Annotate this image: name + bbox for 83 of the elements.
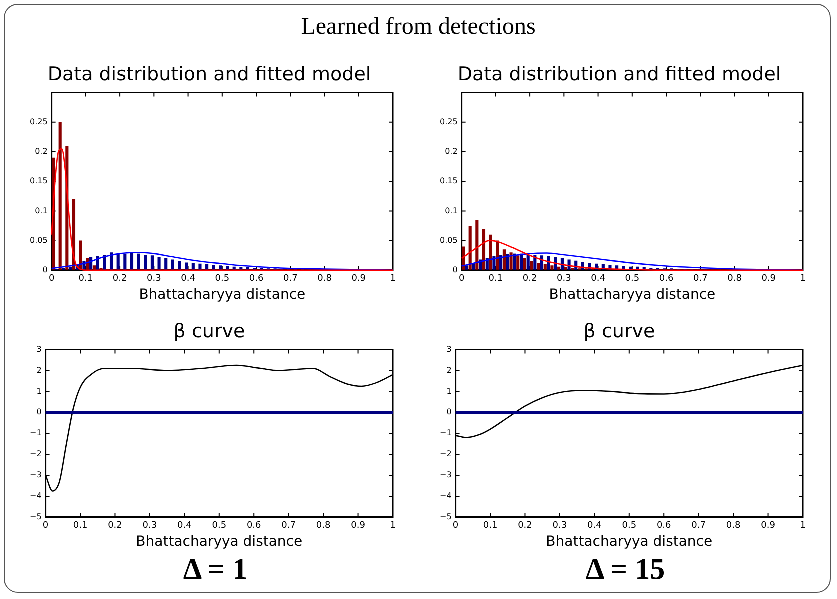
y-tick-label: 0.05: [30, 236, 48, 245]
text: Learned from detections: [300, 14, 537, 41]
x-tick-label: 0.7: [283, 274, 298, 284]
x-tick-label: 0.2: [112, 274, 128, 284]
y-tick-label: −1: [30, 428, 42, 438]
x-tick-label: 0.5: [622, 521, 637, 532]
x-tick-label: 0.3: [142, 521, 158, 532]
y-tick-label: 0.2: [35, 147, 48, 156]
x-tick-label: 0.8: [728, 274, 742, 284]
text: Δ = 15: [584, 553, 666, 587]
x-tick-label: 0.9: [761, 521, 776, 532]
y-tick-label: 0: [446, 408, 452, 417]
x-tick-label: 0.6: [246, 521, 262, 532]
x-tick-label: 1: [390, 274, 396, 284]
x-tick-label: 0.2: [522, 274, 538, 284]
x-tick-label: 0.1: [488, 274, 504, 284]
x-tick-label: 0.2: [518, 521, 532, 532]
y-tick-label: 0.25: [440, 117, 458, 126]
x-tick-label: 0.9: [352, 274, 366, 284]
y-tick-label: 0: [36, 408, 42, 417]
x-tick-label: 0: [48, 274, 55, 284]
y-tick-label: 0.1: [35, 206, 48, 216]
chart-title: β curve: [584, 320, 656, 342]
x-tick-label: 0.1: [73, 521, 88, 532]
y-tick-label: −3: [440, 470, 452, 480]
y-tick-label: −4: [30, 492, 42, 501]
y-tick-label: −2: [30, 450, 42, 459]
y-tick-label: 1: [36, 386, 42, 396]
x-tick-label: 0.7: [692, 521, 706, 532]
y-tick-label: 2: [446, 366, 452, 375]
y-tick-label: −3: [30, 470, 42, 480]
x-tick-label: 0: [458, 274, 465, 284]
x-tick-label: 0.5: [625, 274, 640, 284]
y-tick-label: −5: [30, 512, 42, 522]
x-tick-label: 1: [390, 521, 396, 532]
y-tick-label: −4: [440, 492, 452, 501]
y-tick-label: −1: [440, 428, 452, 438]
x-tick-label: 0.6: [659, 274, 674, 284]
x-tick-label: 0.7: [693, 274, 708, 284]
y-tick-label: 3: [36, 344, 42, 354]
x-tick-label: 0.3: [147, 274, 162, 284]
x-tick-label: 0.9: [762, 274, 776, 284]
x-tick-label: 0.9: [351, 521, 366, 532]
x-tick-label: 0.5: [212, 521, 227, 532]
x-tick-label: 0.5: [215, 274, 230, 284]
x-tick-label: 0.3: [557, 274, 572, 284]
x-tick-label: 0.3: [552, 521, 568, 532]
x-tick-label: 0.1: [78, 274, 94, 284]
y-tick-label: 0.05: [440, 236, 458, 245]
y-tick-label: 0.15: [30, 176, 48, 186]
x-tick-label: 0.4: [178, 521, 192, 532]
y-tick-label: −2: [440, 450, 452, 459]
x-tick-label: 0.6: [656, 521, 672, 532]
x-tick-label: 0.2: [108, 521, 122, 532]
x-tick-label: 0.4: [588, 521, 602, 532]
chart-title: β curve: [174, 320, 246, 342]
text: Δ = 1: [182, 553, 249, 587]
y-tick-label: 0.2: [445, 147, 458, 156]
x-axis-title: Bhattacharyya distance: [546, 534, 713, 550]
y-tick-label: 0: [452, 265, 458, 274]
x-tick-label: 0.7: [282, 521, 296, 532]
x-axis-title: Bhattacharyya distance: [549, 287, 716, 304]
x-tick-label: 0.1: [483, 521, 498, 532]
x-axis-title: Bhattacharyya distance: [136, 534, 303, 550]
x-tick-label: 1: [800, 521, 806, 532]
x-tick-label: 0.4: [591, 274, 606, 284]
x-tick-label: 0.8: [318, 274, 332, 284]
x-tick-label: 0.8: [316, 521, 331, 532]
y-tick-label: 1: [446, 386, 452, 396]
chart-title: Data distribution and fitted model: [458, 63, 782, 86]
y-tick-label: 0: [42, 265, 48, 274]
x-tick-label: 1: [800, 274, 806, 284]
x-tick-label: 0.4: [181, 274, 196, 284]
y-tick-label: 2: [36, 366, 42, 375]
y-tick-label: 0.1: [445, 206, 458, 216]
x-tick-label: 0.8: [726, 521, 741, 532]
chart-title: Data distribution and fitted model: [48, 63, 372, 86]
x-axis-title: Bhattacharyya distance: [139, 287, 306, 304]
y-tick-label: −5: [440, 512, 452, 522]
y-tick-label: 0.25: [30, 117, 48, 126]
y-tick-label: 3: [446, 344, 452, 354]
y-tick-label: 0.15: [440, 176, 458, 186]
x-tick-label: 0.6: [249, 274, 264, 284]
